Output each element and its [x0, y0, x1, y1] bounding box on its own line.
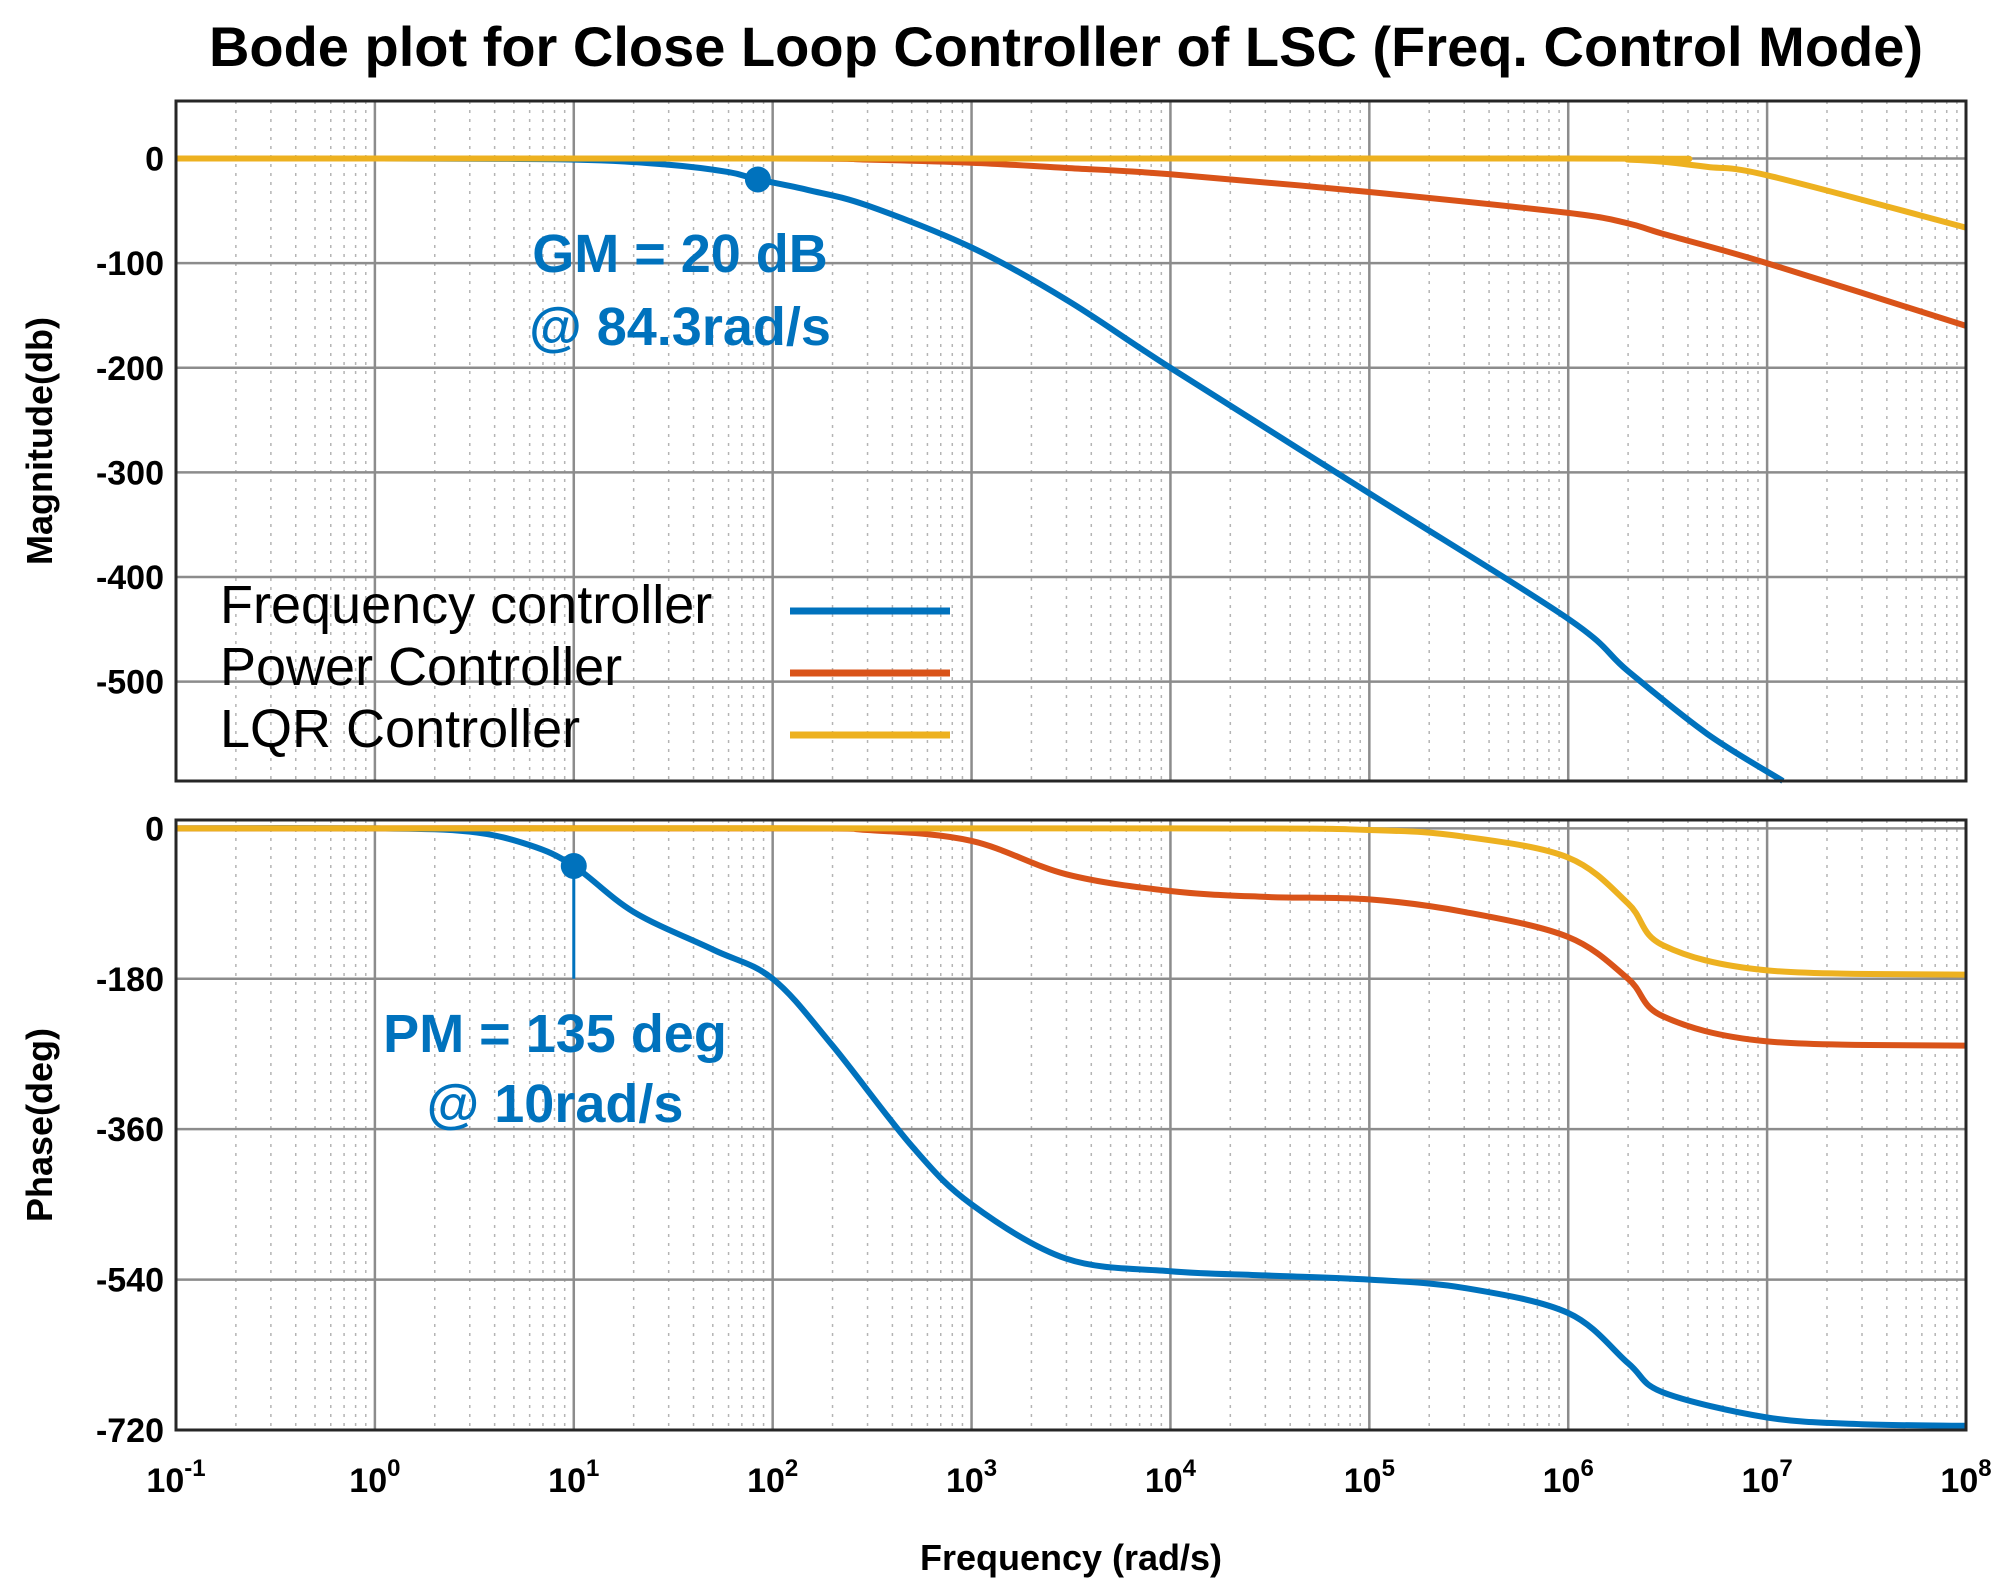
x-tick-label: 105 [1344, 1455, 1395, 1500]
gain-margin-frequency: @ 84.3rad/s [529, 297, 831, 357]
phase-y-ticks: 0 -180 -360 -540 -720 [96, 810, 164, 1450]
x-axis-label: Frequency (rad/s) [920, 1537, 1222, 1578]
y-tick-label: -360 [96, 1111, 164, 1149]
phase-y-label: Phase(deg) [19, 1028, 60, 1222]
y-tick-label: -720 [96, 1412, 164, 1450]
y-tick-label: -180 [96, 961, 164, 999]
phase-curves [175, 825, 1967, 1429]
y-tick-label: -300 [96, 454, 164, 492]
y-tick-label: 0 [145, 141, 164, 179]
x-tick-label: 10-1 [146, 1455, 205, 1500]
series-line-frequency-controller [175, 825, 1967, 1429]
gain-margin-marker [744, 166, 771, 193]
magnitude-curves [175, 155, 1967, 784]
y-tick-label: -400 [96, 559, 164, 597]
y-tick-label: 0 [145, 810, 164, 848]
x-tick-labels: 10-1 100 101 102 103 104 105 106 107 108 [146, 1455, 1991, 1500]
x-tick-label: 103 [946, 1455, 997, 1500]
phase-margin-frequency: @ 10rad/s [427, 1074, 684, 1134]
y-tick-label: -100 [96, 245, 164, 283]
chart-title: Bode plot for Close Loop Controller of L… [209, 15, 1923, 78]
x-tick-label: 106 [1543, 1455, 1594, 1500]
phase-margin-marker [560, 852, 587, 879]
legend: Frequency controller Power Controller LQ… [220, 575, 950, 759]
x-tick-label: 107 [1742, 1455, 1793, 1500]
legend-label-frequency-controller: Frequency controller [220, 575, 712, 635]
legend-label-power-controller: Power Controller [220, 637, 622, 697]
phase-margin-label: PM = 135 deg [383, 1004, 727, 1064]
y-tick-label: -500 [96, 664, 164, 702]
y-tick-label: -540 [96, 1262, 164, 1300]
gain-margin-label: GM = 20 dB [532, 224, 828, 284]
x-tick-label: 100 [349, 1455, 400, 1500]
legend-label-lqr-controller: LQR Controller [220, 699, 580, 759]
magnitude-y-ticks: 0 -100 -200 -300 -400 -500 [96, 141, 164, 702]
phase-panel: 0 -180 -360 -540 -720 Phase(deg) [19, 810, 1968, 1450]
magnitude-y-label: Magnitude(db) [19, 317, 60, 565]
series-line-lqr-controller [175, 825, 1967, 978]
series-line-lqr-controller [175, 155, 1967, 231]
x-tick-label: 108 [1940, 1455, 1991, 1500]
magnitude-panel: 0 -100 -200 -300 -400 -500 Magnitude(db) [19, 99, 1968, 784]
y-tick-label: -200 [96, 350, 164, 388]
x-tick-label: 104 [1145, 1455, 1197, 1500]
x-tick-label: 101 [548, 1455, 599, 1500]
annotations: GM = 20 dB @ 84.3rad/s PM = 135 deg @ 10… [383, 166, 831, 1134]
x-tick-label: 102 [747, 1455, 798, 1500]
